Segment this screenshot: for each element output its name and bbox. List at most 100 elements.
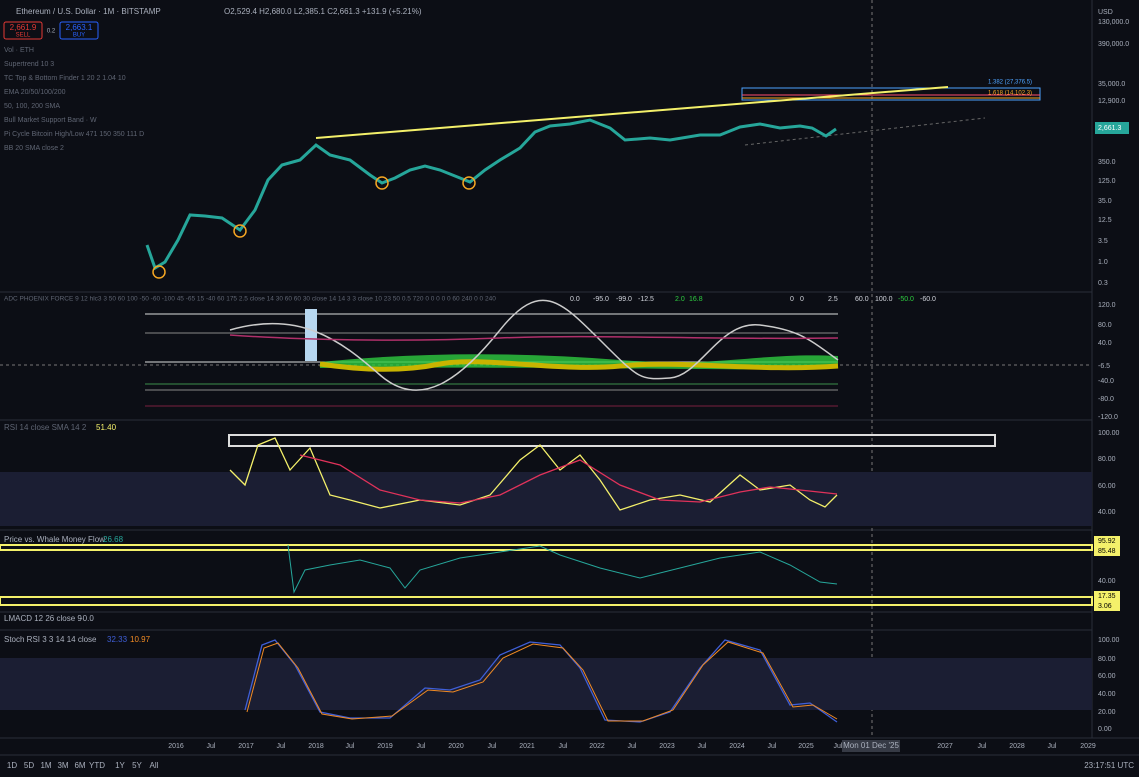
last-price-bg (1095, 122, 1129, 134)
adc-value: 2.5 (828, 296, 838, 303)
rsi-axis-label: 100.00 (1098, 430, 1120, 437)
adc-label: ADC PHOENIX FORCE 9 12 hlc3 3 50 60 100 … (4, 296, 496, 303)
price-axis-label: 1.0 (1098, 259, 1108, 266)
ohlc: O2,529.4 H2,680.0 L2,385.1 C2,661.3 +131… (224, 7, 422, 16)
adc-value: 2.0 (675, 296, 685, 303)
indicator-label[interactable]: TC Top & Bottom Finder 1 20 2 1.04 10 (4, 75, 126, 82)
rsi-pane (0, 434, 1092, 526)
adc-value: 100.0 (875, 296, 893, 303)
whale-label: Price vs. Whale Money Flow (4, 535, 105, 544)
buy-label[interactable]: BUY (73, 33, 85, 39)
stoch-value: 32.33 (107, 635, 128, 644)
trend-line (744, 117, 986, 146)
separators (0, 0, 1139, 756)
time-axis-label: 2017 (238, 743, 254, 750)
spread: 0.2 (47, 29, 56, 35)
indicator-label[interactable]: Supertrend 10 3 (4, 61, 54, 68)
fib-label: 1.382 (27,376.5) (988, 80, 1032, 86)
rsi-value: 51.40 (96, 423, 117, 432)
price-axis-label: 12.5 (1098, 217, 1112, 224)
axis-highlight (1094, 591, 1120, 601)
trend-line (315, 86, 949, 139)
price-axis-label: 35,000.0 (1098, 81, 1125, 88)
adc-axis-label: 120.0 (1098, 302, 1116, 309)
time-axis-label: Jul (834, 743, 843, 750)
price-path (145, 118, 837, 271)
adc-value: 16.8 (689, 296, 703, 303)
range-button[interactable]: 1M (40, 761, 51, 770)
indicator-label[interactable]: BB 20 SMA close 2 (4, 145, 64, 152)
range-button[interactable]: YTD (89, 761, 105, 770)
time-axis-label: 2028 (1009, 743, 1025, 750)
adc-value: 0 (790, 296, 794, 303)
time-axis-label: 2019 (377, 743, 393, 750)
price-axis-label: 35.0 (1098, 198, 1112, 205)
price-axis-label: 3.5 (1098, 238, 1108, 245)
stoch-pane (0, 639, 1092, 723)
range-button[interactable]: 3M (57, 761, 68, 770)
time-axis-label: 2020 (448, 743, 464, 750)
adc-axis-label: 40.0 (1098, 340, 1112, 347)
adc-axis-label: -120.0 (1098, 414, 1118, 421)
buy-price[interactable]: 2,663.1 (66, 23, 93, 32)
adc-axis-label: -80.0 (1098, 396, 1114, 403)
sell-button[interactable] (3, 21, 43, 40)
price-axis-label: 350.0 (1098, 159, 1116, 166)
whale-pane (0, 544, 1093, 606)
time-axis-label: 2018 (308, 743, 324, 750)
lmacd-label: LMACD 12 26 close 9 (4, 614, 82, 623)
symbol: Ethereum / U.S. Dollar · 1M · BITSTAMP (16, 7, 161, 16)
stoch-axis-label: 100.00 (1098, 637, 1120, 644)
fib-box (741, 87, 1041, 101)
time-axis-label: 2025 (798, 743, 814, 750)
price-axis-label: 390,000.0 (1098, 41, 1129, 48)
range-button[interactable]: All (150, 761, 159, 770)
range-button[interactable]: 6M (74, 761, 85, 770)
stoch-axis-label: 20.00 (1098, 709, 1116, 716)
whale-axis-label: 17.35 (1098, 593, 1116, 600)
adc-value: -60.0 (920, 296, 936, 303)
sell-price[interactable]: 2,661.9 (10, 23, 37, 32)
range-button[interactable]: 1D (7, 761, 17, 770)
time-axis-label: 2029 (1080, 743, 1096, 750)
price-axis-label: 0.3 (1098, 280, 1108, 287)
price-axis-label: 2,661.3 (1098, 125, 1121, 132)
stoch-axis-label: 40.00 (1098, 691, 1116, 698)
buy-button[interactable] (59, 21, 99, 40)
adc-value: -99.0 (616, 296, 632, 303)
range-button[interactable]: 5D (24, 761, 34, 770)
range-button[interactable]: 1Y (115, 761, 125, 770)
stoch-axis-label: 80.00 (1098, 656, 1116, 663)
adc-value: 0.0 (570, 296, 580, 303)
whale-axis-label: 95.92 (1098, 538, 1116, 545)
time-axis-label: 2022 (589, 743, 605, 750)
sell-label[interactable]: SELL (16, 33, 31, 39)
indicator-label[interactable]: EMA 20/50/100/200 (4, 89, 66, 96)
whale-value: 26.68 (103, 535, 124, 544)
stoch-axis-label: 0.00 (1098, 726, 1112, 733)
indicator-label[interactable]: Vol · ETH (4, 47, 34, 54)
stoch-label: Stoch RSI 3 3 14 14 close (4, 635, 97, 644)
time-axis-label: Jul (559, 743, 568, 750)
crosshair-label: Mon 01 Dec '25 (843, 741, 899, 750)
time-axis-label: Jul (628, 743, 637, 750)
bottom-markers (152, 176, 476, 279)
price-axis-label: 130,000.0 (1098, 19, 1129, 26)
time-axis-label: Jul (277, 743, 286, 750)
adc-value: -50.0 (898, 296, 914, 303)
adc-value: -12.5 (638, 296, 654, 303)
time-axis-label: Jul (488, 743, 497, 750)
indicator-label[interactable]: Bull Market Support Band · W (4, 117, 97, 124)
time-axis-label: 2016 (168, 743, 184, 750)
price-axis-label: 12,900.0 (1098, 98, 1125, 105)
whale-axis-label: 3.06 (1098, 603, 1112, 610)
indicator-label[interactable]: Pi Cycle Bitcoin High/Low 471 150 350 11… (4, 131, 144, 138)
time-axis-label: Jul (978, 743, 987, 750)
time-axis-label: Jul (346, 743, 355, 750)
whale-axis-label: 85.48 (1098, 548, 1116, 555)
indicator-label[interactable]: 50, 100, 200 SMA (4, 103, 60, 110)
adc-axis-label: -6.5 (1098, 363, 1110, 370)
range-button[interactable]: 5Y (132, 761, 142, 770)
